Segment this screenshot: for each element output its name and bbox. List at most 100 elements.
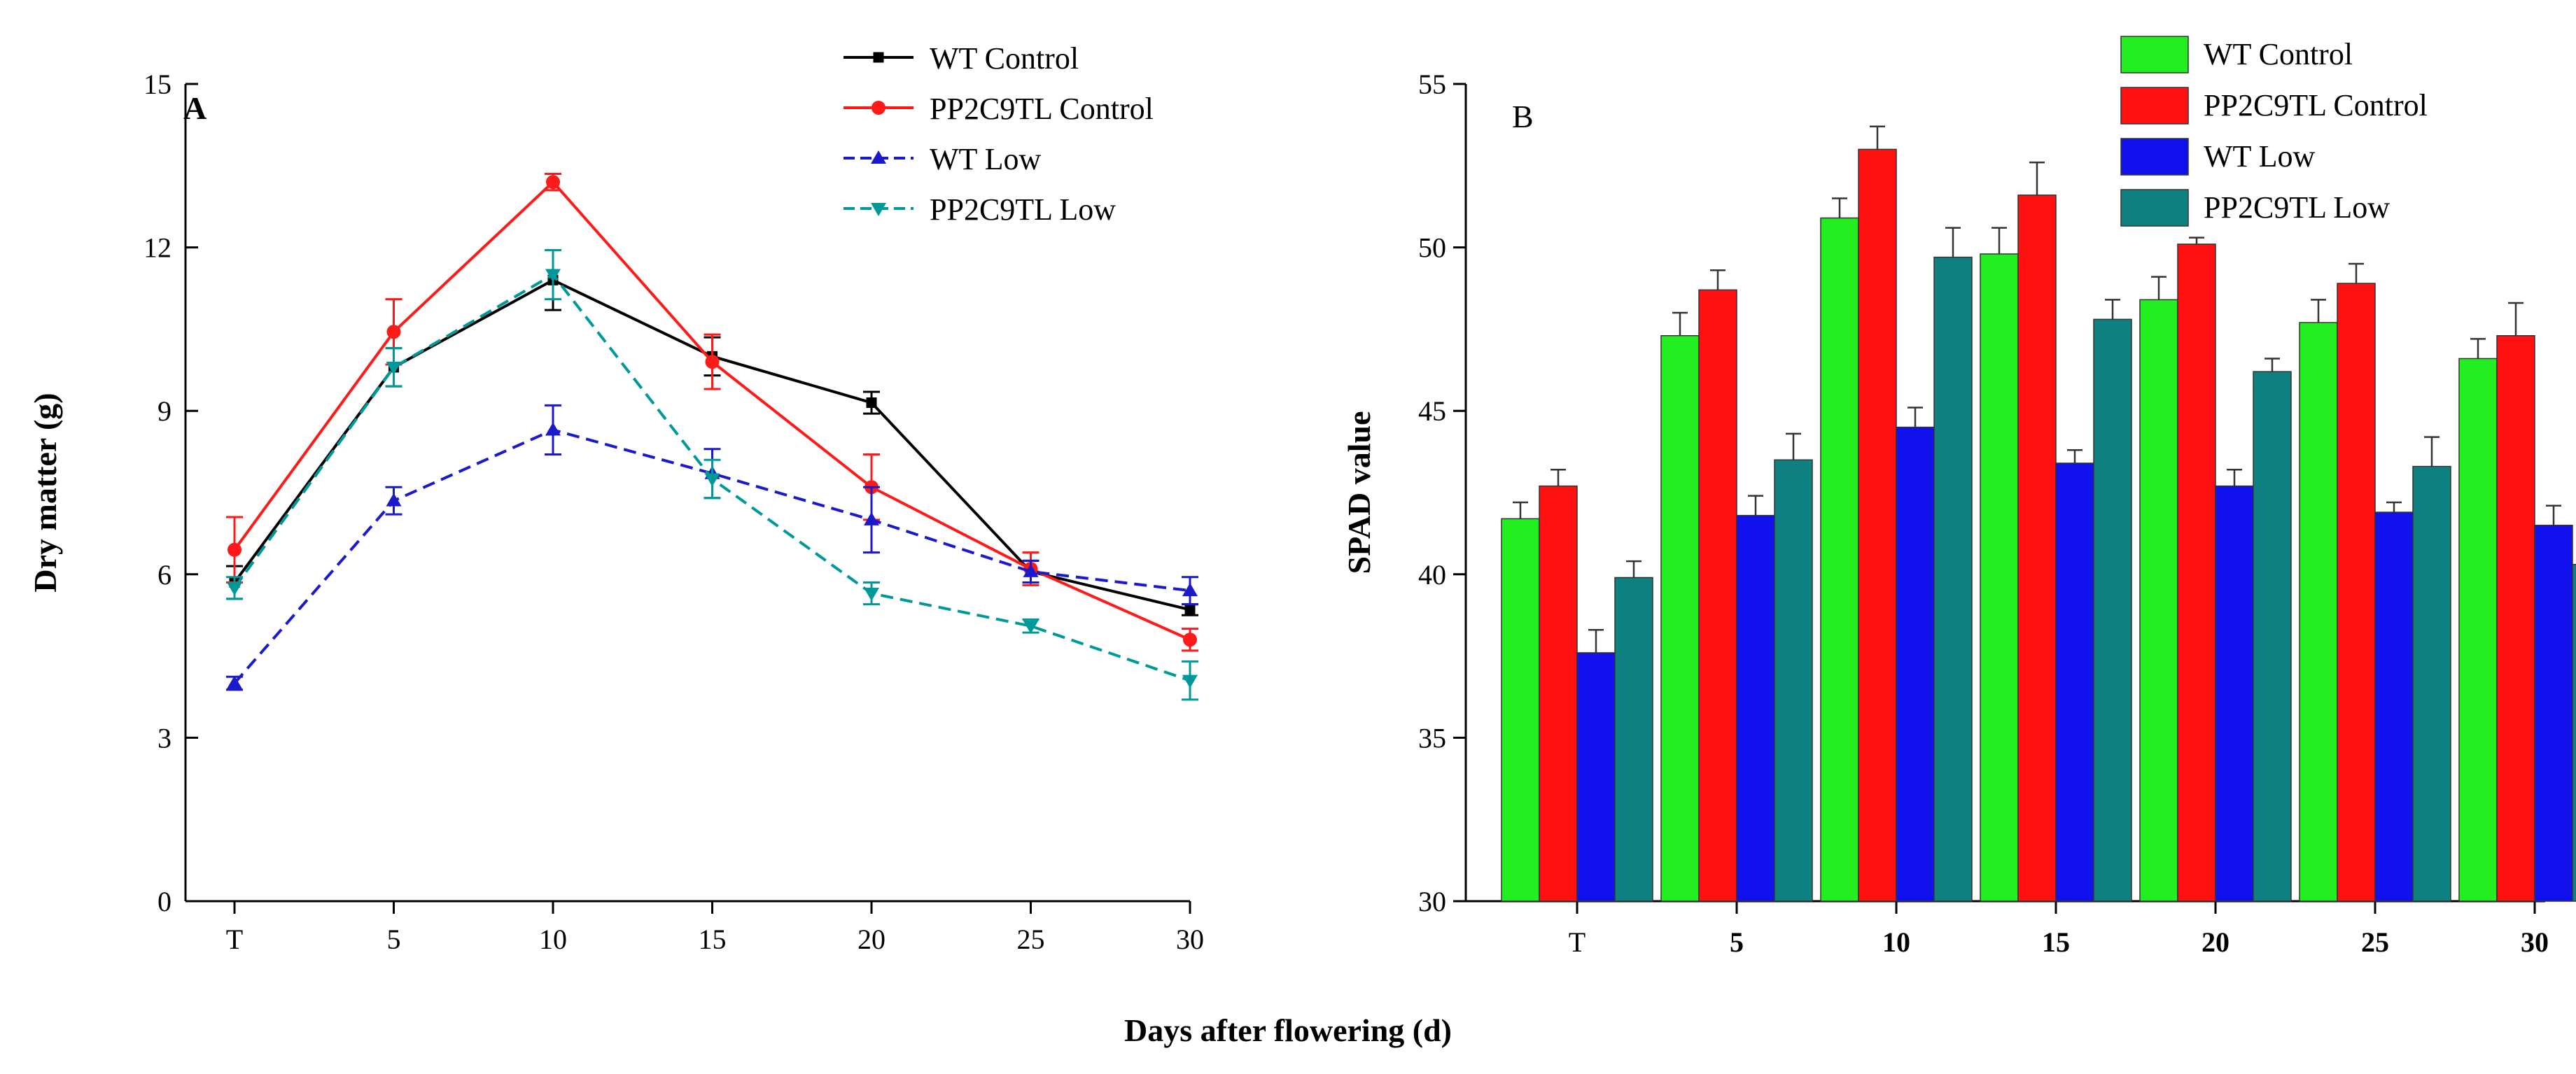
panel-a-legend-label: WT Low xyxy=(930,142,1041,176)
panel-b-bar xyxy=(1736,514,1775,902)
panel-a-legend: WT Control PP2C9TL Control WT Low PP2C9TL L… xyxy=(844,41,1154,227)
panel-a-data-point xyxy=(1183,633,1197,647)
panel-b-bar xyxy=(1820,217,1859,902)
panel-a-x-tick-label: 20 xyxy=(858,924,886,955)
panel-b-bar xyxy=(2253,371,2292,902)
panel-a-y-tick-label: 6 xyxy=(158,559,172,591)
panel-a-y-tick-label: 15 xyxy=(144,69,172,100)
panel-b-bar xyxy=(2055,462,2094,902)
panel-a-data-point xyxy=(704,473,720,487)
panel-a-series-1 xyxy=(226,172,1198,652)
panel-b-bar xyxy=(2337,283,2376,902)
panel-a-data-point xyxy=(705,355,720,369)
panel-a-series-line xyxy=(233,278,1191,612)
panel-a-data-point xyxy=(227,582,242,596)
panel-a-x-tick-label: 25 xyxy=(1017,924,1045,955)
panel-b-y-tick-label: 50 xyxy=(1418,232,1446,264)
panel-a-data-point xyxy=(1184,604,1196,615)
panel-a-series-3 xyxy=(226,248,1198,701)
panel-a-legend-marker xyxy=(871,150,886,164)
panel-b-y-tick-label: 35 xyxy=(1418,722,1446,754)
panel-b-bar xyxy=(2177,243,2216,902)
panel-a-legend-label: PP2C9TL Control xyxy=(930,92,1154,126)
panel-a-y-tick-label: 12 xyxy=(144,232,172,264)
panel-a-x-tick-label: 15 xyxy=(699,924,727,955)
panel-a-label: A xyxy=(183,90,206,126)
panel-b-legend-swatch xyxy=(2120,36,2189,73)
panel-a-data-point xyxy=(386,493,402,507)
panel-b-legend: WT Control PP2C9TL Control WT Low PP2C9TL L… xyxy=(2120,36,2428,227)
panel-b-bar xyxy=(2139,299,2178,902)
panel-b-bar xyxy=(1980,253,2019,902)
panel-b-y-tick-label: 55 xyxy=(1418,69,1446,100)
panel-a-y-tick-label: 9 xyxy=(158,395,172,427)
panel-a-series-line xyxy=(233,180,1191,642)
panel-b-x-tick-label: 20 xyxy=(2202,926,2230,958)
panel-b-legend-swatch xyxy=(2120,189,2189,227)
panel-a-data-point xyxy=(864,511,879,525)
panel-b-bar xyxy=(1896,426,1935,902)
panel-b-x-tick-label: 10 xyxy=(1882,926,1910,958)
panel-b-series-0 xyxy=(1501,197,2498,902)
shared-x-axis-title: Days after flowering (d) xyxy=(1124,1012,1452,1048)
panel-b-bar xyxy=(2572,564,2576,902)
panel-a-legend-marker xyxy=(872,101,886,115)
panel-a-data-point xyxy=(546,175,560,190)
panel-b-bar xyxy=(1576,652,1616,902)
panel-b-bar xyxy=(1660,334,1700,902)
panel-a-data-point xyxy=(227,542,241,557)
panel-b-y-tick-label: 40 xyxy=(1418,559,1446,591)
panel-a-data-point xyxy=(386,361,402,375)
panel-b-y-tick-label: 45 xyxy=(1418,395,1446,427)
panel-b-bar xyxy=(2496,334,2535,902)
panel-a-x-tick-label: 5 xyxy=(387,924,401,955)
panel-a-legend-marker xyxy=(871,203,886,216)
panel-b-x-tick-label: T xyxy=(1569,926,1586,958)
panel-a-data-point xyxy=(545,422,561,436)
panel-a-data-point xyxy=(1182,674,1198,688)
panel-b-y-axis-title: SPAD value xyxy=(1341,411,1377,574)
panel-b-bar xyxy=(1614,577,1653,902)
panel-b-x-tick-label: 30 xyxy=(2521,926,2549,958)
panel-b-bar xyxy=(2534,524,2573,902)
panel-a-data-point xyxy=(545,269,561,283)
panel-b-bar xyxy=(1933,256,1973,902)
panel-a-data-point xyxy=(1182,583,1198,597)
panel-b-series-3 xyxy=(1614,227,2576,902)
panel-b-y-tick-label: 30 xyxy=(1418,886,1446,917)
panel-a-x-tick-label: 30 xyxy=(1176,924,1204,955)
panel-b-legend-label: WT Control xyxy=(2204,37,2353,71)
panel-b-label: B xyxy=(1512,99,1534,134)
panel-a-x-tick-label: T xyxy=(226,924,243,955)
panel-a-data-point xyxy=(866,397,877,409)
panel-b-series-1 xyxy=(1539,125,2535,902)
panel-b-bar xyxy=(2017,195,2057,902)
panel-b-bar xyxy=(1774,459,1813,902)
panel-b-bar xyxy=(2412,465,2451,902)
panel-b-bar xyxy=(1698,289,1737,902)
panel-b-bar xyxy=(1858,148,1897,902)
panel-b-legend-label: WT Low xyxy=(2204,139,2315,174)
panel-a-data-point xyxy=(1023,620,1039,634)
panel-a-data-point xyxy=(864,588,879,602)
panel-b-legend-label: PP2C9TL Control xyxy=(2204,88,2428,122)
panel-a-y-tick-label: 3 xyxy=(158,722,172,754)
panel-a-series-0 xyxy=(226,248,1198,616)
panel-a-x-tick-label: 10 xyxy=(539,924,567,955)
panel-b-series-2 xyxy=(1576,407,2573,902)
panel-a-y-axis-title: Dry matter (g) xyxy=(27,393,63,592)
panel-b-x-tick-label: 15 xyxy=(2042,926,2070,958)
panel-b-bar xyxy=(2374,511,2414,902)
panel-a-data-point xyxy=(1023,563,1039,577)
panel-b-bar xyxy=(2093,318,2132,902)
panel-a-data-point xyxy=(386,325,401,339)
panel-a-y-tick-label: 0 xyxy=(158,886,172,917)
panel-b-x-tick-label: 5 xyxy=(1730,926,1744,958)
panel-a-line-chart: A Dry matter (g) 0 3 6 9 12 15 T 5 10 15 20 25 30 WT… xyxy=(27,41,1204,955)
panel-b-bar xyxy=(1539,485,1578,902)
panel-b-bar xyxy=(1501,518,1540,902)
panel-b-bar xyxy=(2299,322,2338,902)
panel-b-bar xyxy=(2215,485,2254,902)
panel-a-legend-label: WT Control xyxy=(930,41,1079,76)
